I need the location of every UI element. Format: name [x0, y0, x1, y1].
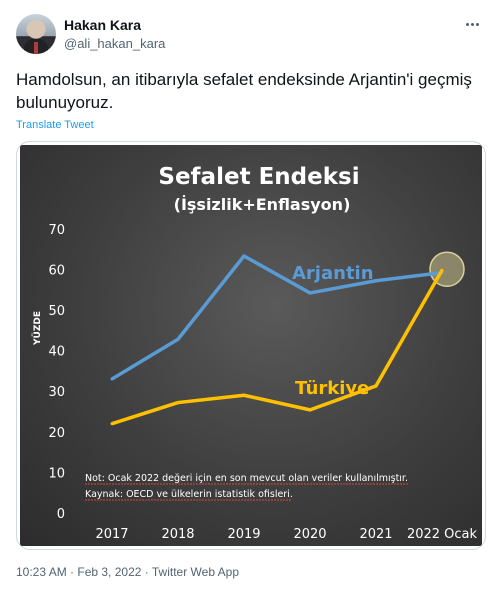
chart-note: Not: Ocak 2022 değeri için en son mevcut… — [85, 473, 408, 484]
line-chart: Sefalet Endeksi (İşsizlik+Enflasyon) YÜZDE… — [32, 164, 478, 542]
series-line-turkiye — [111, 269, 444, 426]
x-tick-label: 2017 — [95, 527, 128, 542]
data-point — [374, 279, 378, 283]
tweet-text: Hamdolsun, an itibarıyla sefalet endeksi… — [16, 70, 472, 112]
data-point — [242, 254, 246, 258]
avatar-tie — [34, 42, 38, 54]
x-tick-label: 2021 — [359, 527, 392, 542]
data-point — [242, 393, 246, 397]
translate-tweet-link[interactable]: Translate Tweet — [16, 119, 94, 131]
more-options-icon[interactable] — [462, 14, 482, 34]
chart-title: Sefalet Endeksi — [158, 164, 359, 190]
data-point — [110, 377, 114, 381]
data-point — [440, 268, 444, 272]
tweet-media[interactable]: Sefalet Endeksi (İşsizlik+Enflasyon) YÜZDE… — [16, 141, 486, 550]
y-tick-label: 20 — [48, 426, 65, 441]
tweet-timestamp[interactable]: 10:23 AM · Feb 3, 2022 · Twitter Web App — [16, 565, 240, 579]
x-tick-label: 2022 Ocak — [407, 527, 478, 542]
chart-subtitle: (İşsizlik+Enflasyon) — [174, 195, 351, 214]
author-handle[interactable]: @ali_hakan_kara — [64, 36, 166, 51]
y-axis-label: YÜZDE — [32, 311, 43, 346]
x-tick-label: 2020 — [293, 527, 326, 542]
series-label-turkiye: Türkiye — [295, 378, 369, 399]
y-tick-label: 60 — [48, 263, 65, 278]
data-point — [308, 408, 312, 412]
x-tick-label: 2018 — [161, 527, 194, 542]
y-tick-label: 50 — [48, 304, 65, 319]
data-point — [110, 422, 114, 426]
x-tick-label: 2019 — [227, 527, 260, 542]
y-tick-label: 30 — [48, 385, 65, 400]
author-name[interactable]: Hakan Kara — [64, 17, 142, 33]
y-tick-label: 0 — [57, 507, 65, 522]
data-point — [308, 291, 312, 295]
data-point — [374, 384, 378, 388]
series-label-arjantin: Arjantin — [292, 263, 374, 284]
data-point — [176, 337, 180, 341]
y-tick-label: 10 — [48, 466, 65, 481]
data-point — [176, 401, 180, 405]
y-tick-label: 40 — [48, 345, 65, 360]
y-tick-label: 70 — [48, 223, 65, 238]
chart-source: Kaynak: OECD ve ülkelerin istatistik ofi… — [85, 489, 293, 500]
chart-background — [20, 145, 482, 546]
avatar[interactable] — [16, 14, 56, 54]
series-line-arjantin — [111, 254, 443, 381]
